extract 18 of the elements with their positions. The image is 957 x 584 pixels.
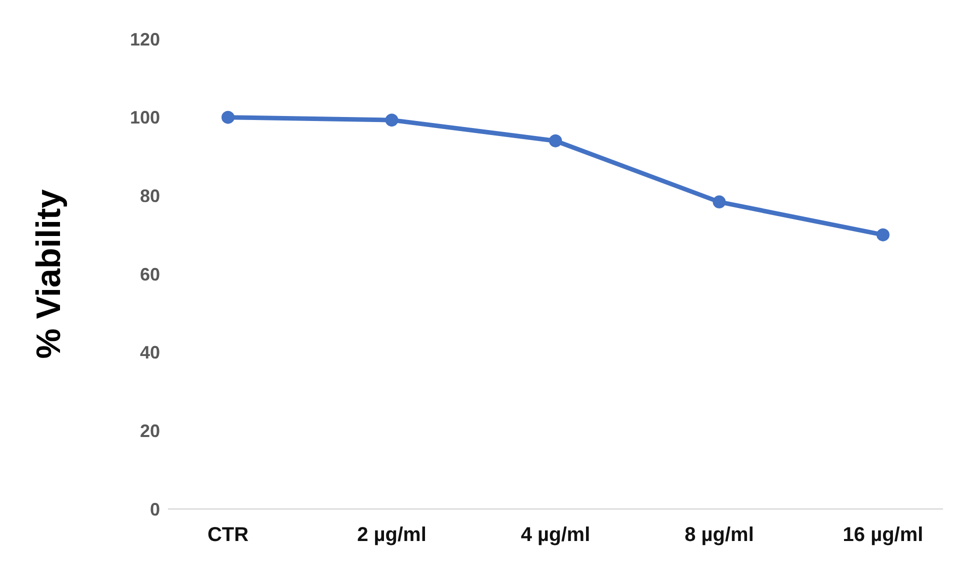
point <box>876 228 890 242</box>
y-tick-label: 60 <box>140 264 160 284</box>
y-tick-label: 40 <box>140 342 160 363</box>
x-tick-label: 8 µg/ml <box>684 524 754 546</box>
point <box>549 134 562 148</box>
point <box>385 114 398 127</box>
x-tick-label: 16 µg/ml <box>842 524 924 546</box>
point <box>222 110 234 124</box>
y-tick-label: 100 <box>130 108 160 128</box>
y-tick-label: 80 <box>140 186 160 206</box>
y-axis-title: % Viability <box>30 189 68 359</box>
y-tick-label: 120 <box>130 29 160 50</box>
y-tick-label: 0 <box>150 499 160 520</box>
x-tick-label: 2 µg/ml <box>357 524 426 546</box>
point <box>712 195 726 208</box>
x-tick-label: CTR <box>207 524 250 546</box>
x-tick-label: 4 µg/ml <box>520 524 590 546</box>
y-tick-label: 20 <box>140 421 160 442</box>
